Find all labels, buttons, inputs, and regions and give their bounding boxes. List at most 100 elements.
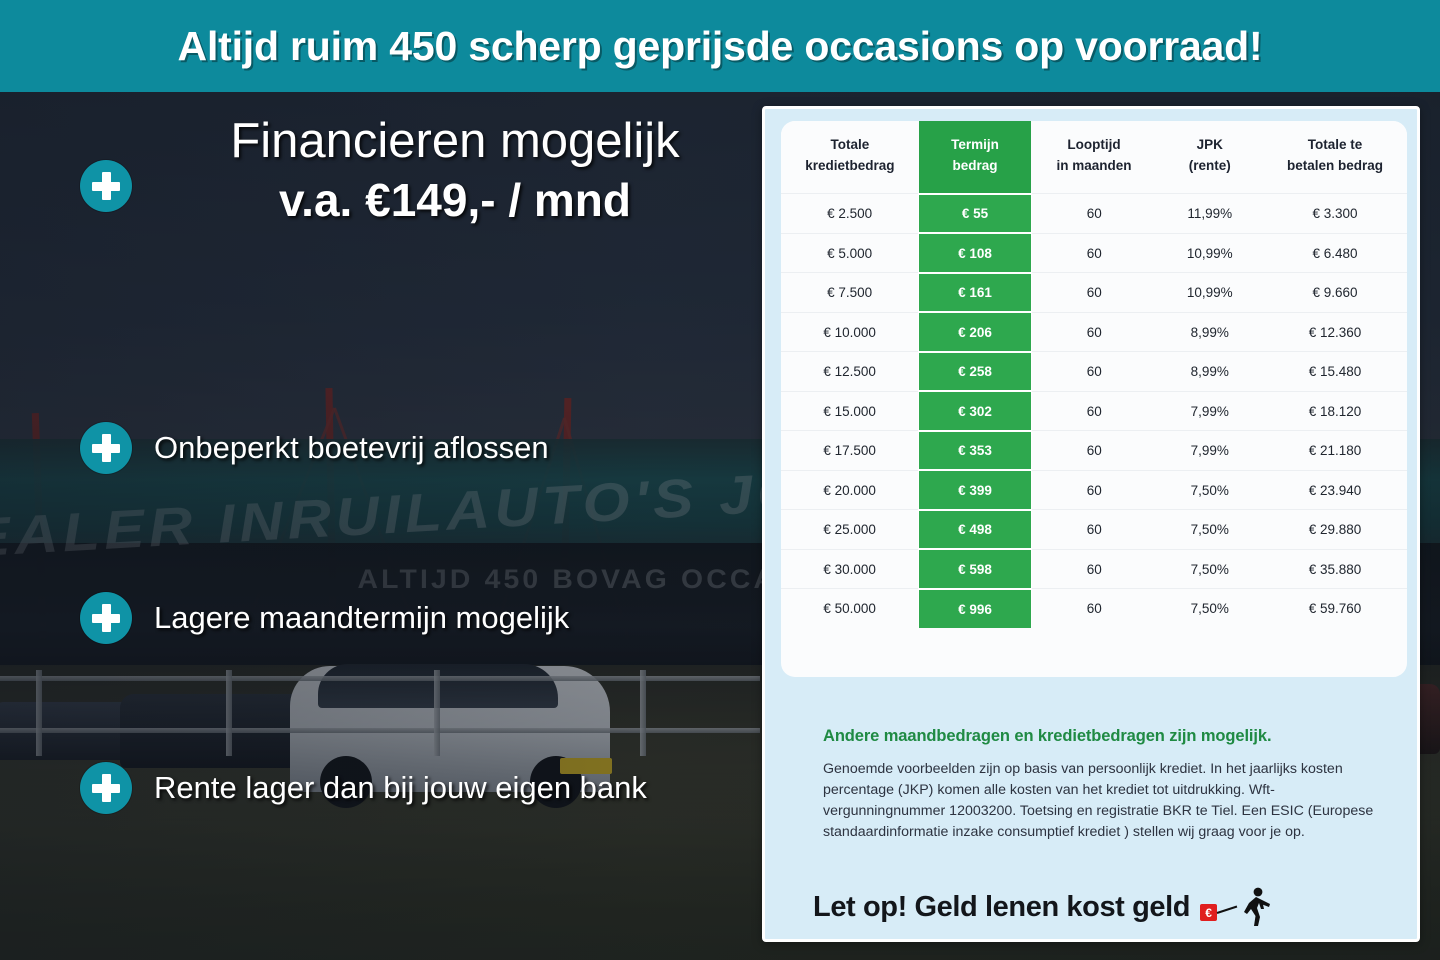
cell-looptijd: 60 bbox=[1031, 509, 1157, 550]
plus-icon bbox=[80, 592, 132, 644]
header-line1: Looptijd bbox=[1067, 137, 1121, 153]
cell-looptijd: 60 bbox=[1031, 351, 1157, 392]
table-header-row: Totale kredietbedrag Termijn bedrag Loop… bbox=[781, 121, 1407, 194]
cell-jpk: 10,99% bbox=[1156, 232, 1263, 273]
cell-jpk: 10,99% bbox=[1156, 272, 1263, 313]
table-row: € 12.500 € 258 60 8,99% € 15.480 bbox=[781, 350, 1407, 392]
financing-info-panel: Totale kredietbedrag Termijn bedrag Loop… bbox=[762, 106, 1420, 942]
header-line1: Totale bbox=[830, 137, 870, 153]
cell-looptijd: 60 bbox=[1031, 193, 1157, 234]
plus-icon bbox=[80, 160, 132, 212]
promo-bullet-1: Onbeperkt boetevrij aflossen bbox=[80, 422, 549, 474]
header-line1: Termijn bbox=[951, 137, 999, 152]
cell-krediet: € 15.000 bbox=[781, 390, 919, 431]
table-row: € 30.000 € 598 60 7,50% € 35.880 bbox=[781, 548, 1407, 589]
cell-jpk: 7,50% bbox=[1156, 469, 1263, 510]
header-line2: (rente) bbox=[1188, 158, 1231, 174]
table-row: € 10.000 € 206 60 8,99% € 12.360 bbox=[781, 311, 1407, 352]
table-row: € 17.500 € 353 60 7,99% € 21.180 bbox=[781, 429, 1407, 471]
cell-jpk: 7,99% bbox=[1156, 430, 1263, 471]
cell-termijn: € 302 bbox=[918, 390, 1032, 431]
cell-krediet: € 30.000 bbox=[781, 548, 919, 589]
cell-termijn: € 206 bbox=[918, 311, 1032, 352]
table-row: € 2.500 € 55 60 11,99% € 3.300 bbox=[781, 192, 1407, 234]
cell-jpk: 7,50% bbox=[1156, 509, 1263, 550]
cell-totaal: € 21.180 bbox=[1262, 430, 1407, 471]
cell-looptijd: 60 bbox=[1031, 311, 1157, 352]
cell-termijn: € 353 bbox=[918, 429, 1032, 471]
cell-termijn: € 498 bbox=[918, 508, 1032, 550]
cell-krediet: € 2.500 bbox=[781, 193, 919, 234]
table-row: € 20.000 € 399 60 7,50% € 23.940 bbox=[781, 469, 1407, 510]
cell-looptijd: 60 bbox=[1031, 588, 1157, 629]
disclaimer-block: Andere maandbedragen en kredietbedragen … bbox=[823, 727, 1383, 843]
cell-jpk: 7,50% bbox=[1156, 548, 1263, 589]
cell-termijn: € 55 bbox=[918, 192, 1032, 234]
table-row: € 50.000 € 996 60 7,50% € 59.760 bbox=[781, 587, 1407, 629]
cell-krediet: € 20.000 bbox=[781, 469, 919, 510]
cell-krediet: € 17.500 bbox=[781, 430, 919, 471]
cell-termijn: € 258 bbox=[918, 350, 1032, 392]
cell-totaal: € 23.940 bbox=[1262, 469, 1407, 510]
euro-block: € bbox=[1200, 904, 1218, 921]
cell-jpk: 8,99% bbox=[1156, 311, 1263, 352]
promo-left-column: Financieren mogelijk v.a. €149,- / mnd O… bbox=[0, 92, 760, 960]
table-row: € 5.000 € 108 60 10,99% € 6.480 bbox=[781, 232, 1407, 273]
header-line2: in maanden bbox=[1056, 158, 1132, 174]
cell-jpk: 11,99% bbox=[1156, 193, 1263, 234]
table-header-looptijd: Looptijd in maanden bbox=[1031, 121, 1157, 194]
table-header-krediet: Totale kredietbedrag bbox=[781, 121, 919, 194]
table-row: € 15.000 € 302 60 7,99% € 18.120 bbox=[781, 390, 1407, 431]
disclaimer-title: Andere maandbedragen en kredietbedragen … bbox=[823, 727, 1272, 745]
rates-table-body: € 2.500 € 55 60 11,99% € 3.300 € 5.000 € 108 6… bbox=[781, 192, 1407, 629]
cell-jpk: 8,99% bbox=[1156, 351, 1263, 392]
cell-termijn: € 108 bbox=[918, 232, 1032, 273]
table-header-termijn: Termijn bedrag bbox=[918, 121, 1032, 194]
table-row: € 25.000 € 498 60 7,50% € 29.880 bbox=[781, 508, 1407, 550]
header-line2: bedrag bbox=[952, 157, 998, 173]
cell-jpk: 7,50% bbox=[1156, 588, 1263, 629]
cell-looptijd: 60 bbox=[1031, 548, 1157, 589]
cell-totaal: € 3.300 bbox=[1262, 193, 1407, 234]
cell-totaal: € 9.660 bbox=[1262, 272, 1407, 313]
cell-termijn: € 996 bbox=[918, 587, 1032, 629]
cell-krediet: € 5.000 bbox=[781, 232, 919, 273]
cell-krediet: € 25.000 bbox=[781, 509, 919, 550]
cell-looptijd: 60 bbox=[1031, 272, 1157, 313]
rates-table-card: Totale kredietbedrag Termijn bedrag Loop… bbox=[781, 121, 1407, 677]
credit-warning-text: Let op! Geld lenen kost geld bbox=[813, 890, 1191, 923]
credit-warning: Let op! Geld lenen kost geld € bbox=[813, 887, 1397, 927]
cell-termijn: € 161 bbox=[918, 271, 1032, 313]
table-row: € 7.500 € 161 60 10,99% € 9.660 bbox=[781, 271, 1407, 313]
plus-icon bbox=[80, 762, 132, 814]
cell-totaal: € 18.120 bbox=[1262, 390, 1407, 431]
cell-totaal: € 15.480 bbox=[1262, 351, 1407, 392]
promo-headline-line1: Financieren mogelijk bbox=[230, 114, 680, 168]
cell-looptijd: 60 bbox=[1031, 390, 1157, 431]
promo-headline: Financieren mogelijk v.a. €149,- / mnd bbox=[160, 114, 750, 228]
cell-krediet: € 7.500 bbox=[781, 272, 919, 313]
promo-headline-line2: v.a. €149,- / mnd bbox=[279, 173, 631, 226]
cell-termijn: € 598 bbox=[918, 548, 1032, 589]
promo-bullet-2: Lagere maandtermijn mogelijk bbox=[80, 592, 569, 644]
walking-man-glyph bbox=[1244, 887, 1271, 926]
walking-man-dragging-euro-block-icon: € bbox=[1200, 887, 1274, 927]
top-banner: Altijd ruim 450 scherp geprijsde occasio… bbox=[0, 0, 1440, 92]
cell-totaal: € 29.880 bbox=[1262, 509, 1407, 550]
cell-krediet: € 10.000 bbox=[781, 311, 919, 352]
cell-totaal: € 59.760 bbox=[1262, 588, 1407, 629]
disclaimer-body: Genoemde voorbeelden zijn op basis van p… bbox=[823, 761, 1374, 840]
header-line1: Totale te bbox=[1307, 137, 1363, 153]
cell-looptijd: 60 bbox=[1031, 232, 1157, 273]
cell-totaal: € 12.360 bbox=[1262, 311, 1407, 352]
plus-icon bbox=[80, 422, 132, 474]
cell-totaal: € 35.880 bbox=[1262, 548, 1407, 589]
promo-bullet-3-label: Rente lager dan bij jouw eigen bank bbox=[154, 770, 647, 805]
cell-looptijd: 60 bbox=[1031, 469, 1157, 510]
cell-jpk: 7,99% bbox=[1156, 390, 1263, 431]
cell-looptijd: 60 bbox=[1031, 430, 1157, 471]
header-line1: JPK bbox=[1196, 137, 1223, 153]
cell-totaal: € 6.480 bbox=[1262, 232, 1407, 273]
header-line2: kredietbedrag bbox=[805, 158, 895, 174]
